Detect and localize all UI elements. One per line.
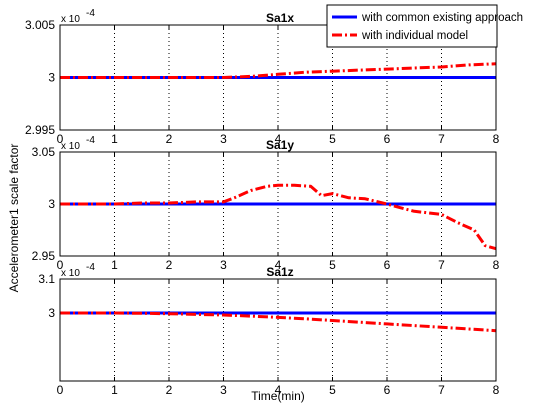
axis-exponent-power: -4 [86, 8, 95, 19]
x-tick-label: 2 [166, 132, 173, 146]
axis-exponent-power: -4 [86, 262, 95, 273]
y-tick-label: 3 [48, 71, 55, 85]
x-tick-label: 7 [438, 383, 445, 397]
x-tick-label: 1 [111, 132, 118, 146]
x-tick-label: 5 [329, 258, 336, 272]
subplot-sa1y: 0 1 2 3 4 5 6 7 8 2.95 3 3.05 Sa1y x 10 -4 [32, 135, 500, 272]
y-tick-label: 3 [48, 306, 55, 320]
x-tick-label: 0 [57, 383, 64, 397]
y-tick-label: 2.95 [32, 249, 56, 263]
x-tick-label: 7 [438, 258, 445, 272]
axis-exponent: x 10 [61, 268, 80, 279]
legend-entry-label: with common existing approach [361, 12, 523, 24]
x-tick-label: 3 [220, 132, 227, 146]
x-tick-label: 5 [329, 383, 336, 397]
axis-exponent: x 10 [61, 141, 80, 152]
x-tick-label: 8 [493, 132, 500, 146]
x-tick-label: 8 [493, 258, 500, 272]
legend-box [326, 4, 498, 48]
subplot-sa1z: 0 1 2 3 4 5 6 7 8 3 3.1 Sa1z x 10 -4 [38, 262, 499, 397]
x-tick-label: 8 [493, 383, 500, 397]
plot-frame [59, 151, 497, 257]
legend: with common existing approach with indivi… [326, 4, 523, 48]
subplot-title: Sa1x [266, 11, 294, 25]
y-tick-label: 2.995 [25, 123, 55, 137]
y-axis-label: Accelerometer1 scale factor [7, 144, 21, 293]
subplots: 0 1 2 3 4 5 6 7 8 2.995 3 3.005 Sa1x x 10 -4 0 1 2 3 4 5 6 7 8 2… [25, 8, 500, 397]
subplot-title: Sa1z [266, 265, 293, 279]
axis-exponent: x 10 [61, 14, 80, 25]
x-tick-label: 5 [329, 132, 336, 146]
x-tick-label: 4 [275, 258, 282, 272]
x-tick-label: 0 [57, 132, 64, 146]
x-tick-label: 6 [384, 132, 391, 146]
x-tick-label: 4 [275, 132, 282, 146]
x-tick-label: 2 [166, 383, 173, 397]
axis-exponent-power: -4 [86, 135, 95, 146]
y-tick-label: 3.005 [25, 18, 55, 32]
x-tick-label: 0 [57, 258, 64, 272]
x-tick-label: 6 [384, 383, 391, 397]
x-tick-label: 2 [166, 258, 173, 272]
x-tick-label: 4 [275, 383, 282, 397]
plot-frame [59, 278, 497, 382]
x-tick-label: 3 [220, 258, 227, 272]
plot-frame [59, 24, 497, 131]
y-tick-label: 3.1 [38, 272, 55, 286]
series-line-individual-model [60, 183, 497, 251]
y-tick-label: 3 [48, 197, 55, 211]
x-axis-label: Time(min) [251, 389, 305, 403]
subplot-title: Sa1y [266, 138, 294, 152]
legend-entry-label: with individual model [361, 30, 468, 42]
x-tick-label: 3 [220, 383, 227, 397]
x-tick-label: 6 [384, 258, 391, 272]
y-tick-label: 3.05 [32, 145, 56, 159]
series-line-individual-model [60, 311, 497, 333]
x-tick-label: 7 [438, 132, 445, 146]
x-tick-label: 1 [111, 258, 118, 272]
x-tick-label: 1 [111, 383, 118, 397]
plot-area [60, 279, 496, 381]
series-line-individual-model [60, 62, 497, 79]
